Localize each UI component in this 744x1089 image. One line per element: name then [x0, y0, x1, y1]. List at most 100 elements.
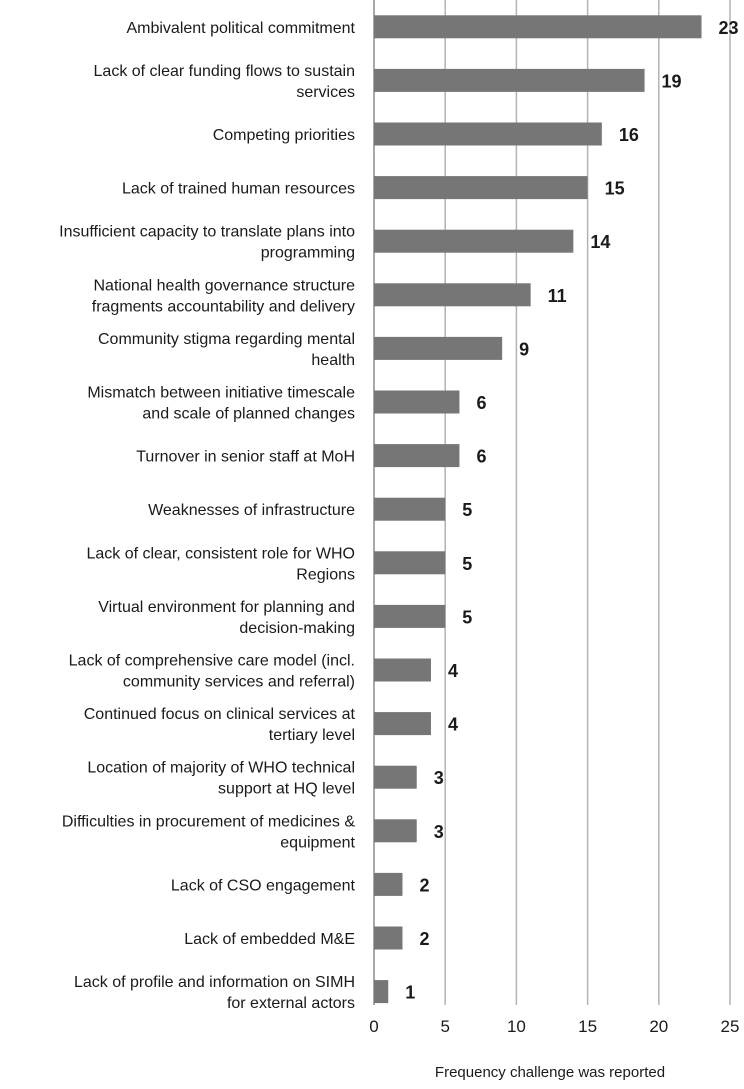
category-label: Weaknesses of infrastructure [148, 502, 355, 519]
category-label: Ambivalent political commitment [126, 20, 355, 37]
bar [374, 176, 588, 200]
category-label-line: Lack of trained human resources [122, 181, 355, 198]
category-label-line: fragments accountability and delivery [92, 298, 355, 315]
category-label: Mismatch between initiative timescale and… [87, 385, 355, 423]
x-tick-label: 10 [507, 1017, 526, 1036]
category-label-line: Lack of comprehensive care model (incl. [69, 653, 355, 670]
category-label-line: decision-making [239, 620, 355, 637]
category-label-line: Lack of CSO engagement [171, 877, 356, 894]
category-label: Difficulties in procurement of medicines… [62, 813, 356, 851]
category-label-line: Virtual environment for planning and [98, 599, 355, 616]
category-label: Insufficient capacity to translate plans… [59, 224, 355, 262]
data-label: 6 [476, 393, 486, 413]
category-label: Lack of profile and information on SIMH f… [74, 974, 355, 1012]
data-label: 5 [462, 607, 472, 627]
category-label-line: Insufficient capacity to translate plans… [59, 224, 355, 241]
bar [374, 390, 460, 414]
data-label: 14 [590, 232, 610, 252]
bar [374, 712, 431, 736]
bar [374, 336, 503, 360]
x-tick-label: 15 [578, 1017, 597, 1036]
category-label: Lack of trained human resources [122, 181, 355, 198]
bar [374, 819, 417, 843]
bar [374, 765, 417, 789]
category-label: Lack of comprehensive care model (incl. c… [69, 653, 355, 691]
category-label-line: Regions [296, 566, 355, 583]
data-label: 19 [662, 71, 682, 91]
category-label-line: Mismatch between initiative timescale [87, 385, 355, 402]
data-label: 2 [419, 875, 429, 895]
category-label-line: and scale of planned changes [142, 406, 355, 423]
category-label: Continued focus on clinical services at t… [84, 706, 356, 744]
category-label-line: Turnover in senior staff at MoH [136, 449, 355, 466]
data-label: 5 [462, 500, 472, 520]
category-label-line: Lack of profile and information on SIMH [74, 974, 355, 991]
data-label: 4 [448, 715, 458, 735]
data-label: 15 [605, 179, 625, 199]
x-axis-ticks: 0 5 10 15 20 25 [369, 1017, 739, 1036]
category-label-line: for external actors [227, 995, 355, 1012]
bar [374, 551, 446, 575]
data-label: 16 [619, 125, 639, 145]
category-label-line: Ambivalent political commitment [126, 20, 355, 37]
data-label: 2 [419, 929, 429, 949]
data-label: 1 [405, 983, 415, 1003]
x-tick-label: 20 [649, 1017, 668, 1036]
data-label: 3 [434, 822, 444, 842]
bar [374, 872, 403, 896]
data-label: 5 [462, 554, 472, 574]
bar [374, 122, 602, 146]
category-label-line: Community stigma regarding mental [98, 331, 355, 348]
category-label: Lack of embedded M&E [184, 931, 355, 948]
category-label-line: Weaknesses of infrastructure [148, 502, 355, 519]
data-label: 9 [519, 339, 529, 359]
data-label: 23 [719, 18, 739, 38]
category-label-line: services [296, 84, 355, 101]
category-label: Virtual environment for planning and deci… [98, 599, 355, 637]
category-label: Turnover in senior staff at MoH [136, 449, 355, 466]
category-label-line: Continued focus on clinical services at [84, 706, 356, 723]
data-label: 4 [448, 661, 458, 681]
category-label: Lack of CSO engagement [171, 877, 356, 894]
category-label-line: National health governance structure [94, 277, 356, 294]
bar [374, 980, 389, 1004]
category-label-line: support at HQ level [218, 781, 355, 798]
x-axis-title: Frequency challenge was reported [435, 1064, 665, 1081]
data-label: 11 [548, 286, 567, 306]
bar [374, 283, 531, 307]
category-label-line: Difficulties in procurement of medicines… [62, 813, 355, 830]
bars [374, 15, 702, 1004]
bar [374, 68, 645, 92]
bar [374, 444, 460, 468]
category-labels: Ambivalent political commitment Lack of c… [59, 20, 355, 1012]
x-tick-label: 5 [440, 1017, 449, 1036]
bar [374, 229, 574, 253]
category-label: Lack of clear, consistent role for WHO Re… [86, 545, 355, 583]
category-label-line: programming [261, 245, 355, 262]
bar [374, 658, 431, 682]
data-label: 6 [476, 447, 486, 467]
bar [374, 926, 403, 950]
category-label-line: health [311, 352, 355, 369]
category-label: Lack of clear funding flows to sustain se… [94, 63, 355, 101]
category-label: Competing priorities [213, 127, 355, 144]
category-label: Community stigma regarding mental health [98, 331, 355, 369]
category-label: National health governance structure frag… [92, 277, 355, 315]
category-label-line: tertiary level [269, 727, 355, 744]
category-label-line: Location of majority of WHO technical [87, 760, 355, 777]
value-labels: 23 19 16 15 14 11 9 6 6 5 5 5 4 4 3 3 2 2 1 [405, 18, 738, 1003]
bar [374, 15, 702, 39]
category-label-line: Lack of clear funding flows to sustain [94, 63, 355, 80]
data-label: 3 [434, 768, 444, 788]
category-label-line: community services and referral) [123, 674, 355, 691]
category-label-line: Competing priorities [213, 127, 355, 144]
category-label-line: equipment [280, 834, 355, 851]
x-tick-label: 25 [721, 1017, 740, 1036]
category-label: Location of majority of WHO technical sup… [87, 760, 355, 798]
bar [374, 604, 446, 628]
bar [374, 497, 446, 521]
category-label-line: Lack of clear, consistent role for WHO [86, 545, 355, 562]
category-label-line: Lack of embedded M&E [184, 931, 355, 948]
